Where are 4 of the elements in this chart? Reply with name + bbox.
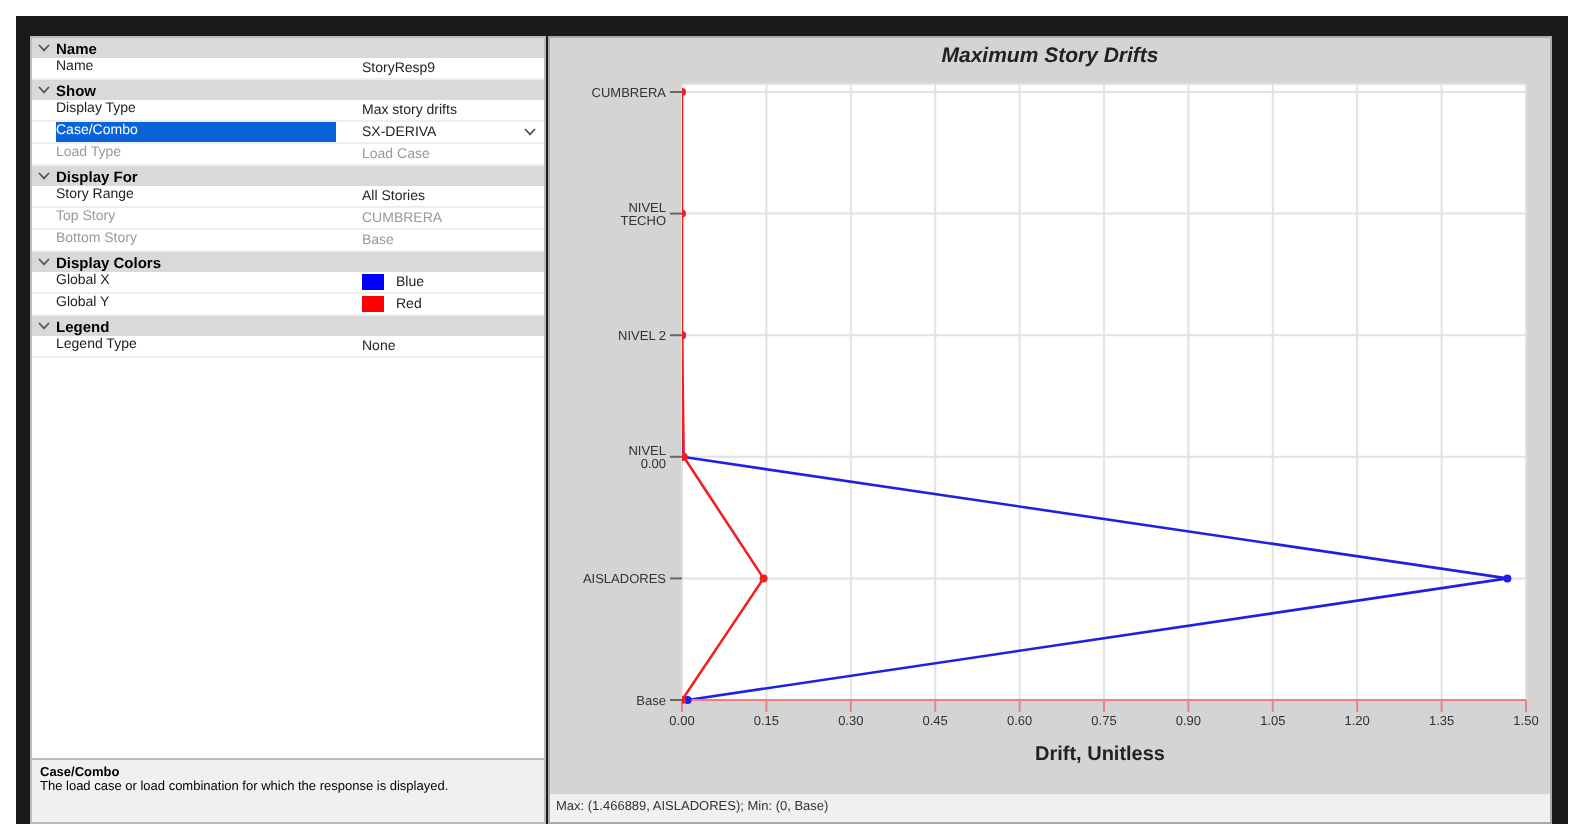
point — [759, 574, 768, 583]
chart-title: Maximum Story Drifts — [939, 44, 1161, 68]
point — [1503, 574, 1512, 583]
x-axis-title: Drift, Unitless — [1032, 744, 1167, 766]
